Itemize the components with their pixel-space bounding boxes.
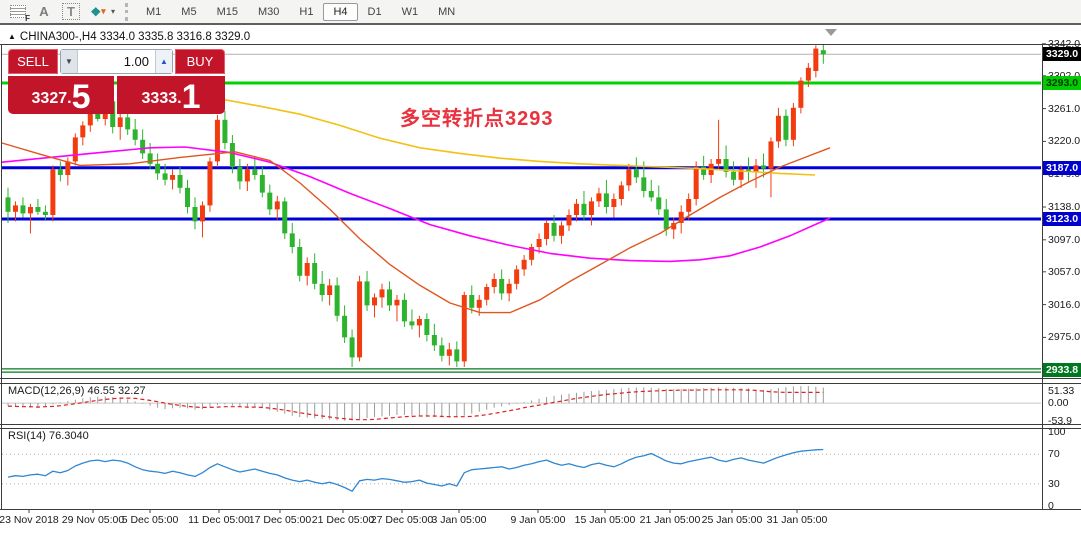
price-tick-label: 3097.0: [1048, 233, 1081, 246]
price-badge-2933.8: 2933.8: [1043, 363, 1081, 378]
time-label: 21 Jan 05:00: [639, 514, 701, 526]
macd-scale-label: 51.33: [1048, 385, 1075, 397]
price-tick-label: 3057.0: [1048, 265, 1081, 278]
price-tick-label: 3016.0: [1048, 298, 1081, 311]
ma-mid-magenta: [1, 146, 831, 263]
time-label: 21 Dec 05:00: [311, 514, 375, 526]
rsi-scale-label: 30: [1048, 477, 1060, 490]
toolbar: F A T ❖ ▾ ▾ M1 M5 M15 M30 H1 H4 D1 W1 MN: [0, 0, 1081, 25]
current-bar-marker-icon: [825, 29, 837, 36]
price-tick-label: 2975.0: [1048, 331, 1081, 344]
volume-box: ▼ 1.00 ▲: [60, 49, 173, 74]
chart-annotation-text[interactable]: 多空转折点3293: [400, 108, 554, 130]
main-pane-bottom-border: [0, 378, 1081, 379]
volume-increase-button[interactable]: ▲: [155, 50, 172, 73]
price-badge-3123.0: 3123.0: [1043, 212, 1081, 226]
time-label: 11 Dec 05:00: [188, 514, 250, 526]
price-tick-label: 3342.0: [1048, 37, 1081, 50]
sell-price-int: 3327.: [31, 90, 72, 107]
arrange-windows-icon[interactable]: ❖ ▾: [90, 4, 106, 19]
time-label: 29 Nov 05:00: [61, 514, 125, 526]
grid-snap-icon[interactable]: F: [10, 5, 30, 23]
timeframe-button-m15[interactable]: M15: [216, 5, 238, 18]
buy-price-big-digit: 1: [181, 78, 201, 116]
timeframe-button-m5[interactable]: M5: [181, 5, 197, 18]
timeframe-button-m30[interactable]: M30: [257, 5, 280, 18]
macd-scale-label: 0.00: [1048, 397, 1069, 410]
rsi-label: RSI(14) 76.3040: [8, 430, 89, 442]
time-label: 15 Jan 05:00: [574, 514, 636, 526]
price-badge-3329.0: 3329.0: [1043, 47, 1081, 62]
rsi-scale-label: 70: [1048, 448, 1060, 461]
annotate-text-icon[interactable]: A: [39, 4, 49, 19]
toolbar-separator[interactable]: [125, 2, 130, 21]
price-tick-label: 3138.0: [1048, 201, 1081, 213]
timeframe-button-m1[interactable]: M1: [146, 5, 162, 18]
price-axis-border[interactable]: [1042, 44, 1043, 509]
timeframe-button-w1[interactable]: W1: [401, 5, 419, 18]
macd-scale-label: -53.9: [1048, 415, 1072, 427]
time-label: 3 Jan 05:00: [431, 514, 487, 526]
time-label: 23 Nov 2018: [0, 514, 59, 526]
timeframe-button-d1[interactable]: D1: [367, 5, 382, 18]
buy-price-int: 3333.: [141, 90, 182, 107]
price-tick-label: 3261.0: [1048, 102, 1081, 115]
sell-price-big-digit: 5: [71, 78, 91, 116]
ma-fast-orange: [1, 142, 831, 314]
macd-pane-bottom-border: [0, 424, 1081, 425]
timeframe-button-h4[interactable]: H4: [323, 2, 358, 21]
price-badge-3293.0: 3293.0: [1043, 76, 1081, 90]
price-badge-3187.0: 3187.0: [1043, 160, 1081, 175]
chart-title: ▲ CHINA300-,H4 3334.0 3335.8 3316.8 3329…: [8, 30, 250, 43]
price-tick-label: 3220.0: [1048, 135, 1081, 148]
volume-input[interactable]: 1.00: [123, 54, 149, 69]
sell-price-display[interactable]: 3327. 5: [8, 76, 114, 114]
macd-label: MACD(12,26,9) 46.55 32.27: [8, 385, 146, 397]
rsi-line: [7, 448, 824, 492]
macd-pane-top-border[interactable]: [0, 383, 1081, 384]
time-label: 27 Dec 05:00: [370, 514, 434, 526]
volume-decrease-button[interactable]: ▼: [61, 50, 78, 73]
main-pane-top-border: [0, 44, 1081, 45]
symbol-ohlc-text: CHINA300-,H4 3334.0 3335.8 3316.8 3329.0: [19, 30, 251, 43]
timeframe-button-mn[interactable]: MN: [438, 5, 456, 18]
chart-left-border: [1, 44, 2, 509]
time-axis-border: [0, 509, 1081, 510]
time-label: 5 Dec 05:00: [121, 514, 179, 526]
time-label: 17 Dec 05:00: [248, 514, 312, 526]
time-label: 9 Jan 05:00: [510, 514, 566, 526]
sell-button[interactable]: SELL: [8, 49, 58, 74]
time-label: 25 Jan 05:00: [701, 514, 763, 526]
buy-button[interactable]: BUY: [175, 49, 225, 74]
rsi-scale-label: 100: [1048, 426, 1066, 438]
one-click-trade-panel: SELL ▼ 1.00 ▲ BUY 3327. 5 3333. 1: [8, 49, 225, 114]
rsi-pane-top-border[interactable]: [0, 428, 1081, 429]
text-tool-icon[interactable]: T: [62, 3, 80, 20]
timeframe-button-h1[interactable]: H1: [299, 5, 314, 18]
collapse-arrow-icon[interactable]: ▲: [8, 32, 16, 41]
rsi-scale-label: 0: [1048, 500, 1054, 512]
timeframe-group: M1 M5 M15 M30 H1 H4 D1 W1 MN: [136, 2, 465, 21]
time-label: 31 Jan 05:00: [766, 514, 828, 526]
buy-price-display[interactable]: 3333. 1: [117, 76, 225, 114]
chevron-down-icon[interactable]: ▾: [111, 7, 116, 16]
